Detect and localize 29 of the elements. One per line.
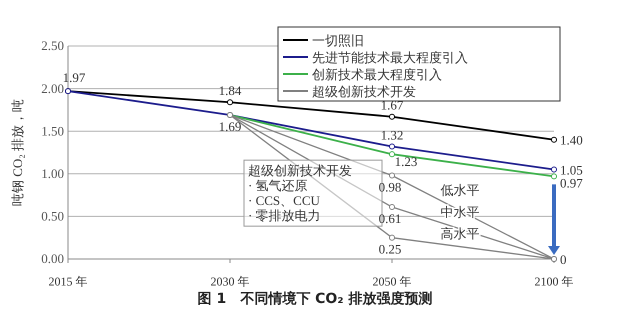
data-label: 1.05	[560, 162, 583, 178]
y-tick-label: 1.00	[41, 166, 64, 181]
y-tick-label: 0.50	[41, 208, 64, 224]
legend-label: 一切照旧	[312, 33, 364, 48]
x-tick-label: 2030 年	[210, 274, 250, 289]
x-tick-label: 2015 年	[48, 274, 88, 289]
data-label: 1.40	[560, 132, 583, 148]
y-tick-label: 2.50	[41, 38, 64, 54]
data-label: 0.61	[378, 211, 402, 226]
y-axis-title: 吨钢 CO₂ 排放，吨	[10, 98, 25, 206]
legend-label: 先进节能技术最大程度引入	[312, 50, 468, 65]
data-label: 0.98	[378, 180, 402, 195]
text: 图 1 不同情境下 CO₂ 排放强度预测	[198, 290, 432, 307]
data-label: 1.69	[218, 119, 242, 134]
data-label: 0.25	[378, 242, 402, 257]
y-tick-label: 1.50	[41, 123, 64, 138]
x-tick-label: 2050 年	[372, 274, 412, 289]
annotation: 超级创新技术开发 · 氢气还原 · CCS、CCU · 零排放电力	[248, 163, 352, 224]
data-label: 1.23	[394, 154, 418, 170]
data-label: 0.97	[560, 175, 584, 190]
y-tick-label: 2.00	[41, 80, 64, 96]
y-tick-label: 0.00	[41, 251, 64, 266]
annotation: 低水平	[440, 182, 480, 198]
data-label: 1.32	[380, 128, 404, 143]
data-label: 1.84	[218, 83, 242, 98]
legend-label: 创新技术最大程度引入	[312, 67, 442, 82]
legend-label: 超级创新技术开发	[312, 84, 416, 99]
data-label: 0	[560, 252, 566, 267]
x-tick-label: 2100 年	[534, 274, 574, 289]
